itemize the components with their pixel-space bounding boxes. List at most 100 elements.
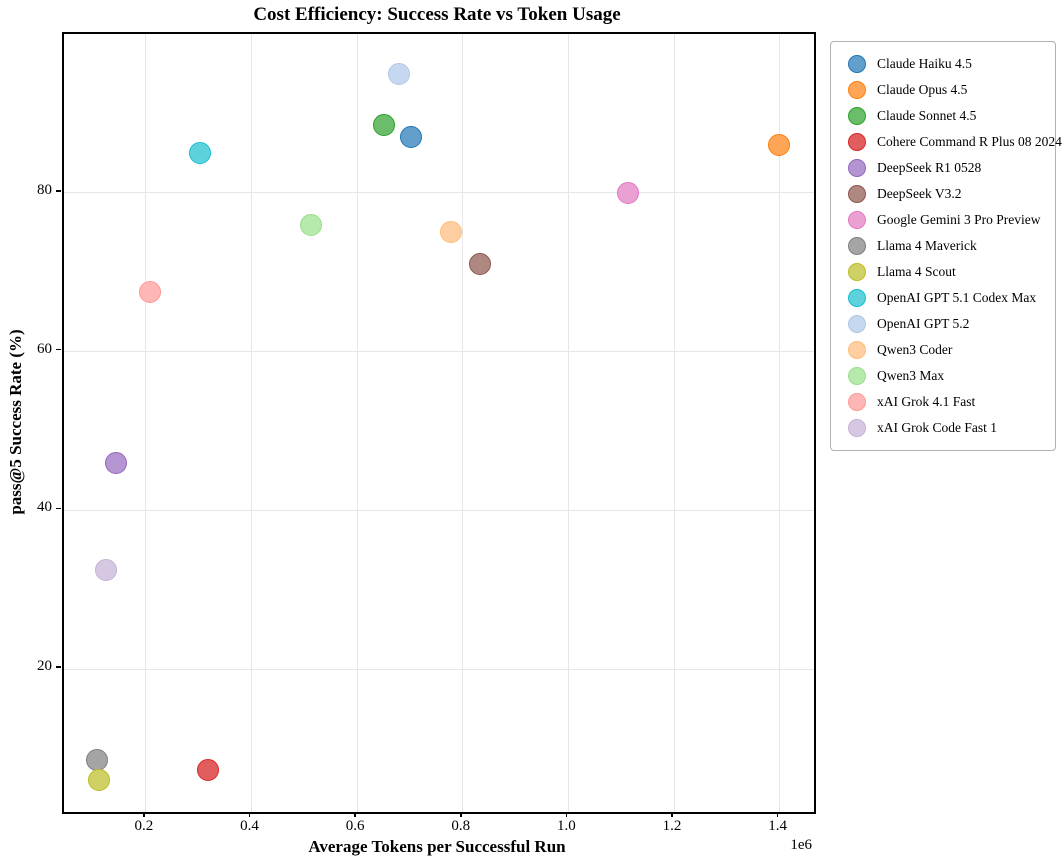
legend-label: DeepSeek R1 0528 <box>877 160 982 175</box>
data-point-xai-grok-code-fast-1 <box>94 558 117 581</box>
x-axis-label: Average Tokens per Successful Run <box>308 837 566 856</box>
legend-item-xai-grok-4-1-fast: xAI Grok 4.1 Fast <box>831 389 1055 415</box>
legend-item-google-gemini-3-pro-preview: Google Gemini 3 Pro Preview <box>831 207 1055 233</box>
legend-item-llama-4-maverick: Llama 4 Maverick <box>831 233 1055 259</box>
x-tick-mark-1.0 <box>565 812 568 817</box>
x-tick-mark-1.4 <box>776 812 779 817</box>
legend-item-claude-sonnet-4-5: Claude Sonnet 4.5 <box>831 103 1055 129</box>
x-tick-label-0.2: 0.2 <box>134 818 154 834</box>
y-tick-label-80: 80 <box>37 181 52 198</box>
x-gridline-0.6 <box>356 34 358 812</box>
legend-marker-icon <box>848 55 866 73</box>
legend-marker-icon <box>848 133 866 151</box>
x-tick-mark-0.4 <box>248 812 251 817</box>
legend-item-qwen3-max: Qwen3 Max <box>831 363 1055 389</box>
x-gridline-1.0 <box>567 34 569 812</box>
data-point-openai-gpt-5-1-codex-max <box>189 142 212 165</box>
legend-item-claude-opus-4-5: Claude Opus 4.5 <box>831 77 1055 103</box>
y-axis-label: pass@5 Success Rate (%) <box>6 329 25 515</box>
legend-label: DeepSeek V3.2 <box>877 186 962 201</box>
legend-marker-icon <box>848 393 866 411</box>
legend-item-llama-4-scout: Llama 4 Scout <box>831 259 1055 285</box>
legend-item-openai-gpt-5-2: OpenAI GPT 5.2 <box>831 311 1055 337</box>
x-gridline-1.2 <box>673 34 675 812</box>
y-gridline-80 <box>64 192 814 194</box>
y-gridline-20 <box>64 668 814 670</box>
x-tick-label-0.6: 0.6 <box>345 818 365 834</box>
legend-item-qwen3-coder: Qwen3 Coder <box>831 337 1055 363</box>
y-tick-mark-40 <box>56 507 61 510</box>
data-point-claude-sonnet-4-5 <box>372 114 395 137</box>
legend-item-claude-haiku-4-5: Claude Haiku 4.5 <box>831 51 1055 77</box>
x-tick-label-1.4: 1.4 <box>768 818 788 834</box>
x-tick-mark-0.2 <box>143 812 145 817</box>
legend-marker-icon <box>848 289 866 307</box>
y-tick-label-60: 60 <box>37 340 52 357</box>
legend-label: Qwen3 Coder <box>877 342 953 357</box>
legend-label: Claude Haiku 4.5 <box>877 56 972 71</box>
data-point-openai-gpt-5-2 <box>387 62 410 85</box>
x-gridline-0.2 <box>145 34 147 812</box>
legend-label: Qwen3 Max <box>877 368 945 383</box>
legend-label: Claude Sonnet 4.5 <box>877 108 977 123</box>
legend-label: Claude Opus 4.5 <box>877 82 968 97</box>
data-point-qwen3-max <box>300 213 323 236</box>
y-gridline-60 <box>64 351 814 353</box>
legend-marker-icon <box>848 81 866 99</box>
legend-marker-icon <box>848 185 866 203</box>
y-tick-mark-60 <box>56 348 61 351</box>
legend-item-deepseek-v3-2: DeepSeek V3.2 <box>831 181 1055 207</box>
legend-item-cohere-command-r-plus-08-2024: Cohere Command R Plus 08 2024 <box>831 129 1062 155</box>
legend-marker-icon <box>848 107 866 125</box>
legend-label: xAI Grok 4.1 Fast <box>877 394 976 409</box>
legend-marker-icon <box>848 237 866 255</box>
y-tick-label-20: 20 <box>37 658 52 675</box>
y-tick-mark-80 <box>56 190 61 192</box>
chart-title: Cost Efficiency: Success Rate vs Token U… <box>253 4 621 25</box>
legend-item-xai-grok-code-fast-1: xAI Grok Code Fast 1 <box>831 415 1055 441</box>
legend-label: Google Gemini 3 Pro Preview <box>877 212 1041 227</box>
data-point-claude-haiku-4-5 <box>400 126 422 149</box>
y-gridline-40 <box>64 509 814 511</box>
data-point-claude-opus-4-5 <box>767 134 790 157</box>
x-tick-mark-1.2 <box>671 812 673 817</box>
y-tick-mark-20 <box>56 666 61 668</box>
legend-label: OpenAI GPT 5.1 Codex Max <box>877 290 1037 305</box>
x-gridline-1.4 <box>779 34 781 812</box>
legend-marker-icon <box>848 419 866 437</box>
x-gridline-0.8 <box>462 34 464 812</box>
legend-label: Llama 4 Maverick <box>877 238 977 253</box>
legend-marker-icon <box>848 341 866 359</box>
legend-item-openai-gpt-5-1-codex-max: OpenAI GPT 5.1 Codex Max <box>831 285 1055 311</box>
legend-label: xAI Grok Code Fast 1 <box>877 420 997 435</box>
data-point-llama-4-maverick <box>85 749 108 772</box>
data-point-deepseek-v3-2 <box>468 253 491 276</box>
legend: Claude Haiku 4.5 Claude Opus 4.5 Claude So… <box>830 41 1062 451</box>
data-point-llama-4-scout <box>87 769 110 792</box>
x-tick-label-1.0: 1.0 <box>557 818 576 834</box>
x-tick-mark-0.8 <box>460 812 462 817</box>
x-tick-label-1.2: 1.2 <box>662 818 682 834</box>
legend-marker-icon <box>848 263 866 281</box>
legend-marker-icon <box>848 367 866 385</box>
x-tick-mark-0.6 <box>354 812 356 817</box>
legend-label: OpenAI GPT 5.2 <box>877 316 970 331</box>
legend-label: Llama 4 Scout <box>877 264 956 279</box>
data-point-xai-grok-4-1-fast <box>139 281 162 303</box>
plot-area <box>62 32 816 814</box>
data-point-google-gemini-3-pro-preview <box>616 181 639 204</box>
legend-marker-icon <box>848 211 866 229</box>
data-point-deepseek-r1-0528 <box>104 451 127 474</box>
x-tick-label-0.4: 0.4 <box>240 818 259 834</box>
data-point-cohere-command-r-plus-08-2024 <box>197 758 220 781</box>
x-gridline-0.4 <box>251 34 252 812</box>
legend-marker-icon <box>848 159 866 177</box>
y-tick-label-40: 40 <box>37 499 52 516</box>
legend-item-deepseek-r1-0528: DeepSeek R1 0528 <box>831 155 1055 181</box>
x-tick-label-0.8: 0.8 <box>451 818 471 834</box>
data-point-qwen3-coder <box>440 221 463 244</box>
legend-marker-icon <box>848 315 866 333</box>
x-axis-offset-label: 1e6 <box>790 837 812 853</box>
legend-label: Cohere Command R Plus 08 2024 <box>877 134 1062 149</box>
